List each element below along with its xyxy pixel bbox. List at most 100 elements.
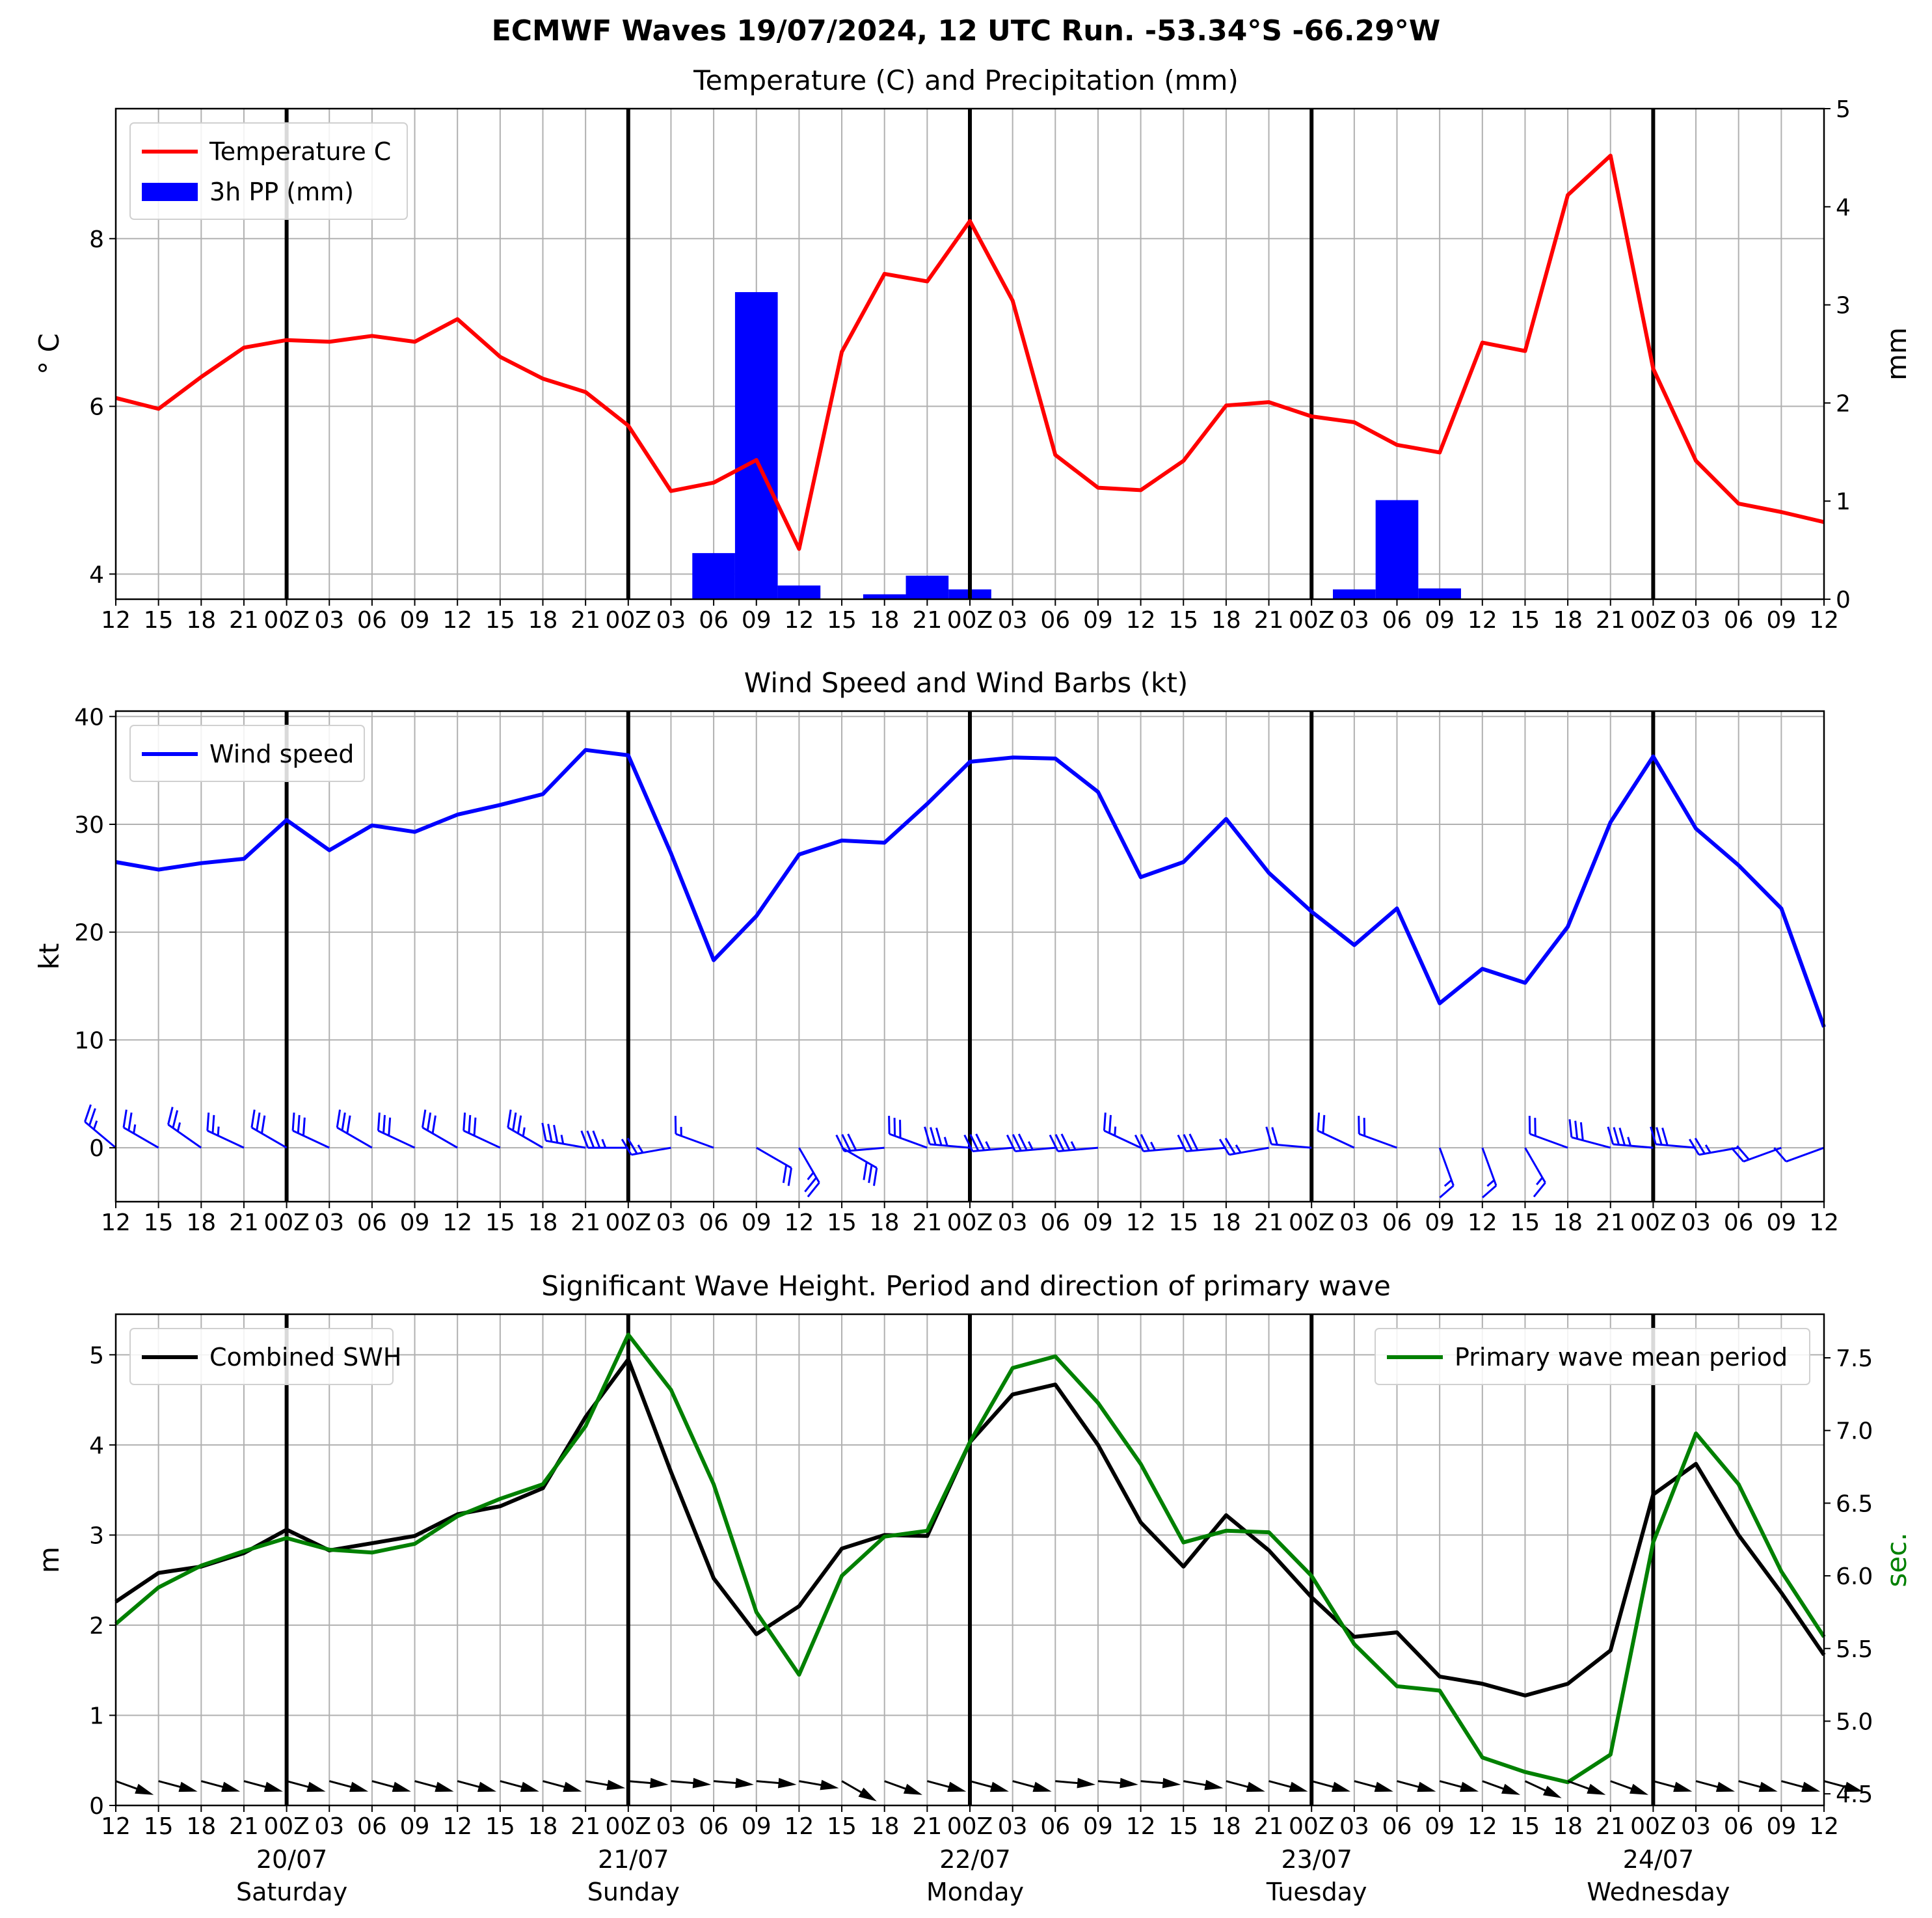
x-tick-label: 21 (1254, 607, 1284, 634)
y-tick-label: 40 (74, 704, 104, 731)
x-tick-label: 06 (1040, 1209, 1070, 1236)
wind-barb (167, 1107, 202, 1149)
wind-barb-full (291, 1113, 295, 1131)
day-weekday-label: Monday (926, 1878, 1024, 1906)
wind-barb-full (1188, 1133, 1199, 1151)
legend-box (129, 725, 365, 782)
wind-barb-staff (1317, 1129, 1355, 1149)
arrow-shaft (500, 1780, 524, 1789)
y-tick-label: 8 (89, 226, 104, 253)
wave-direction-arrow (1140, 1777, 1181, 1789)
wind-barb-full (930, 1127, 937, 1145)
x-tick-label: 12 (1126, 607, 1156, 634)
x-tick-label: 00Z (1630, 1209, 1676, 1236)
wind-barb-half (1536, 1177, 1544, 1185)
arrow-shaft (115, 1780, 140, 1791)
wind-barb (888, 1116, 928, 1149)
y2-tick-label: 7.5 (1836, 1345, 1873, 1372)
arrow-head (520, 1781, 539, 1792)
wind-barb-full (463, 1113, 466, 1131)
wind-barb (924, 1126, 971, 1149)
wind-barb (1317, 1113, 1355, 1149)
wind-barb-full (431, 1115, 436, 1134)
wind-barb-full (1134, 1134, 1144, 1152)
wind-barb-full (868, 1165, 873, 1183)
wind-barb-full (674, 1116, 677, 1134)
figure-title: ECMWF Waves 19/07/2024, 12 UTC Run. -53.… (492, 14, 1441, 47)
wind-barb-full (807, 1182, 820, 1198)
x-tick-label: 03 (1681, 1209, 1711, 1236)
wind-barb-full (517, 1115, 522, 1134)
arrow-shaft (884, 1780, 908, 1791)
x-tick-label: 03 (1339, 1209, 1369, 1236)
x-tick-label: 03 (1681, 607, 1711, 634)
wave-direction-arrow (286, 1780, 326, 1792)
x-tick-label: 12 (1809, 1209, 1839, 1236)
x-tick-label: 12 (1468, 1813, 1497, 1840)
wind-barb-full (1140, 1134, 1150, 1152)
x-tick-label: 12 (101, 607, 131, 634)
x-tick-label: 15 (1510, 1209, 1540, 1236)
y2-tick-label: 3 (1836, 293, 1851, 319)
x-tick-label: 12 (784, 607, 814, 634)
wind-barb (422, 1109, 458, 1149)
wind-barb-full (1613, 1127, 1620, 1145)
arrow-head (1331, 1781, 1351, 1792)
wind-barb (1568, 1119, 1611, 1149)
x-tick-label: 03 (656, 1813, 686, 1840)
wind-barb-full (1688, 1139, 1700, 1155)
day-date-label: 21/07 (598, 1845, 669, 1874)
wind-barb (291, 1113, 330, 1149)
legend-swatch (142, 183, 198, 201)
wind-barb-staff (1524, 1147, 1546, 1183)
x-tick-label: 18 (870, 607, 900, 634)
x-tick-label: 18 (1553, 1813, 1583, 1840)
arrow-head (649, 1777, 669, 1789)
wind-barb-staff (123, 1126, 159, 1149)
arrow-shaft (1439, 1780, 1464, 1789)
panel-wave: Significant Wave Height. Period and dire… (33, 1270, 1912, 1906)
precip-bar (1375, 500, 1419, 599)
wind-barb-half (601, 1139, 607, 1148)
wave-direction-arrow (1397, 1780, 1436, 1792)
x-tick-label: 12 (442, 607, 472, 634)
arrow-head (1246, 1781, 1265, 1792)
x-tick-label: 21 (1596, 1209, 1626, 1236)
panel-title: Significant Wave Height. Period and dire… (541, 1270, 1391, 1302)
x-tick-label: 12 (101, 1209, 131, 1236)
wind-barb-staff (1015, 1146, 1056, 1152)
wind-barb-full (1103, 1113, 1107, 1131)
x-tick-label: 03 (1681, 1813, 1711, 1840)
x-tick-label: 00Z (1630, 1813, 1676, 1840)
wind-barb-full (580, 1130, 589, 1148)
wind-barb-staff (167, 1124, 202, 1149)
wind-barb (1358, 1116, 1398, 1149)
wind-barb-full (1482, 1185, 1497, 1198)
x-tick-label: 09 (400, 1813, 430, 1840)
wind-barb-half (943, 1137, 948, 1146)
x-tick-label: 09 (1425, 1209, 1455, 1236)
x-tick-label: 09 (1425, 1813, 1455, 1840)
x-tick-label: 18 (186, 1209, 216, 1236)
x-tick-label: 15 (1168, 607, 1198, 634)
wind-barb-staff (1229, 1146, 1269, 1156)
wind-barb-full (787, 1167, 792, 1186)
wind-barb-full (388, 1117, 392, 1136)
wind-barb-full (835, 1134, 846, 1152)
wind-barb-full (341, 1112, 346, 1131)
wave-direction-arrow (841, 1780, 877, 1802)
wave-direction-arrow (1354, 1780, 1393, 1792)
arrow-shaft (1183, 1780, 1208, 1787)
wind-barb (541, 1122, 586, 1149)
arrow-head (1032, 1781, 1052, 1792)
wind-barb (1650, 1126, 1697, 1149)
arrow-shaft (671, 1780, 696, 1785)
panel-title: Wind Speed and Wind Barbs (kt) (744, 667, 1188, 699)
x-tick-label: 09 (742, 607, 771, 634)
wind-barb-full (256, 1112, 261, 1131)
x-tick-label: 06 (1040, 1813, 1070, 1840)
wind-barb-full (1224, 1137, 1236, 1155)
x-tick-label: 03 (656, 1209, 686, 1236)
panel-wind: Wind Speed and Wind Barbs (kt) 12 15 18 21 00… (33, 667, 1839, 1236)
x-tick-label: 06 (1382, 607, 1412, 634)
